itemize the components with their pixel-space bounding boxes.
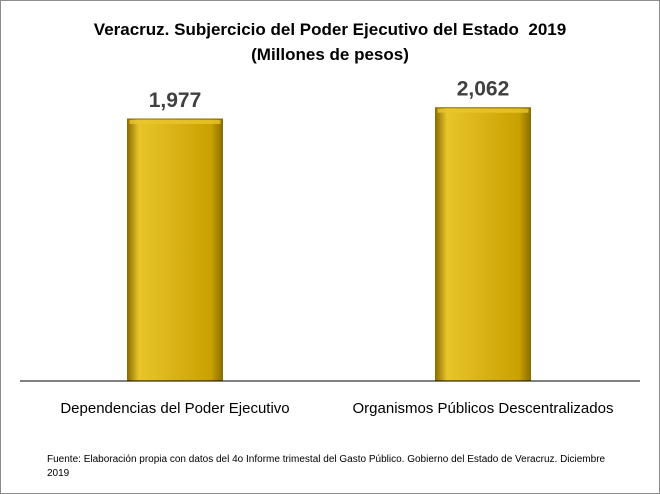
chart-subtitle: (Millones de pesos) <box>251 45 409 64</box>
category-label-2: Organismos Públicos Descentralizados <box>353 400 614 417</box>
bar-2-bevel <box>437 108 529 113</box>
chart-title: Veracruz. Subjercicio del Poder Ejecutiv… <box>93 20 567 39</box>
bar-1-bevel <box>129 120 221 124</box>
bar-1 <box>127 118 223 382</box>
data-label-2: 2,062 <box>457 78 510 101</box>
data-label-1: 1,977 <box>149 89 202 112</box>
source-note: Fuente: Elaboración propia con datos del… <box>47 454 606 479</box>
category-label-1: Dependencias del Poder Ejecutivo <box>60 400 289 417</box>
bar-2 <box>435 107 531 382</box>
